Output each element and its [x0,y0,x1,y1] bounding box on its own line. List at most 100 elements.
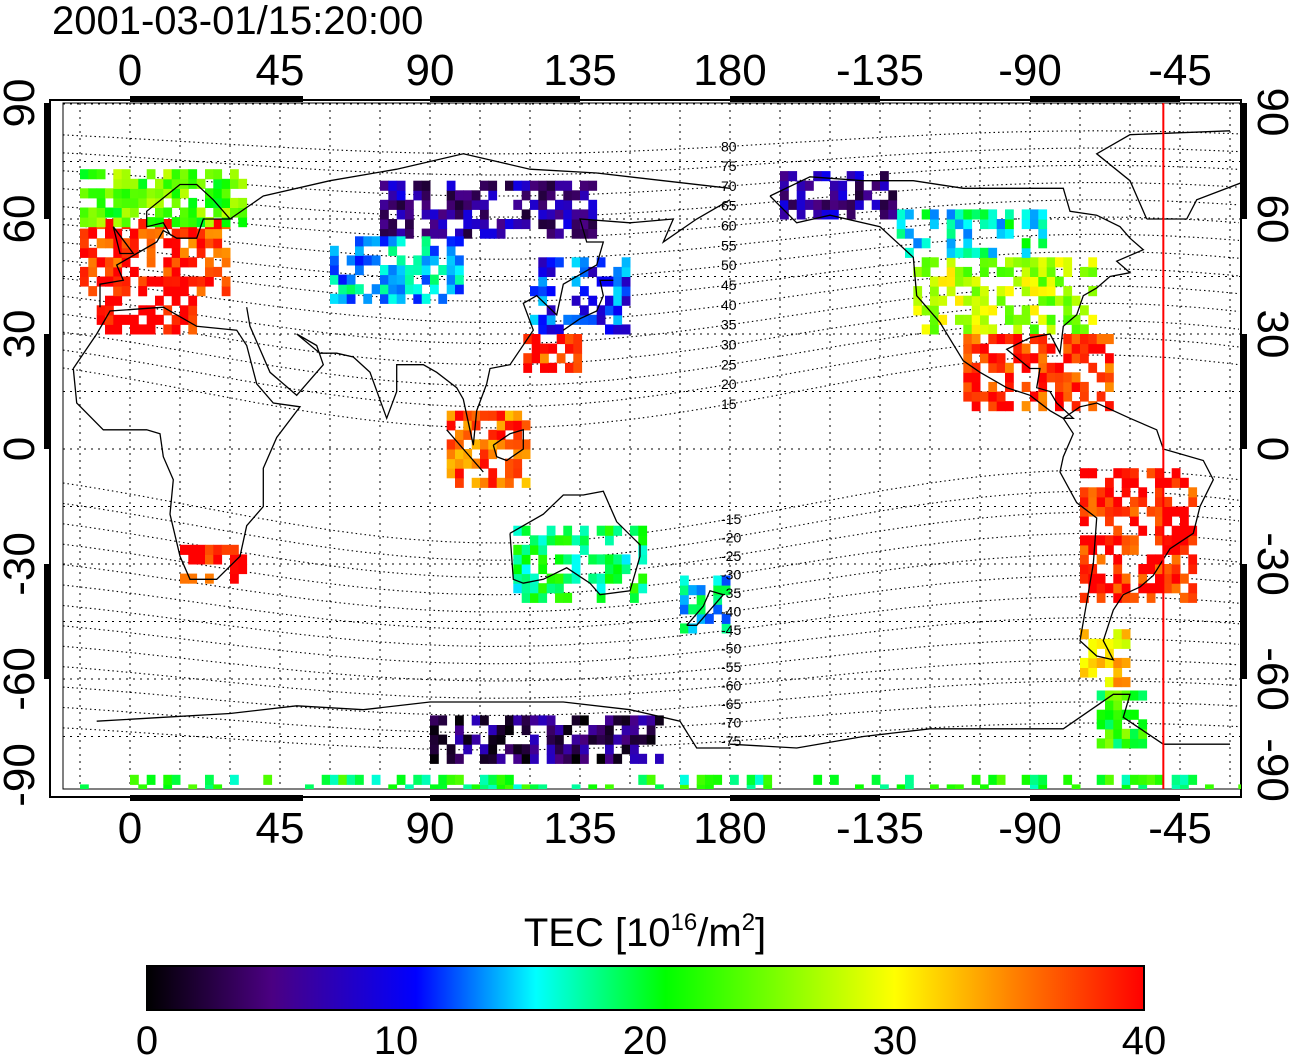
tec-cell [538,219,548,230]
mlat-contour [63,722,1240,751]
tec-cell [480,744,489,755]
tec-cell [538,592,548,603]
tec-cell [1138,487,1148,498]
tec-cell [180,169,189,180]
tec-cell [430,274,439,285]
tec-cell [988,305,998,316]
tec-cell [1071,314,1081,325]
tec-cell [1113,638,1123,649]
colorbar-title-sup2: 2 [742,909,755,936]
tec-cell [196,544,206,555]
tec-cell [696,594,706,605]
tec-cell [855,199,864,210]
tec-cell [530,753,539,764]
tec-cell [430,255,439,266]
tec-cell [421,293,431,304]
tec-cell [88,247,98,258]
mlat-contour [63,574,1240,630]
tec-cell [980,247,989,258]
tec-cell [588,199,598,210]
tec-cell [213,169,223,180]
tec-cell [213,544,223,555]
tec-cell [538,266,548,277]
tec-cell [430,744,439,755]
tec-cell [896,228,906,239]
tec-cell [1071,381,1081,392]
tec-cell [96,314,106,325]
tec-cell [1063,305,1073,316]
tec-cell [963,295,973,306]
tec-cell [830,190,839,201]
tec-cell [505,715,514,726]
tec-cell [1163,516,1173,527]
tec-cell [180,217,189,228]
tec-cell [538,190,548,201]
tec-cell [513,439,523,450]
tec-cell [1005,228,1014,239]
tec-cell [146,305,156,316]
tec-cell [988,209,998,220]
mlat-contour [63,233,1240,281]
tec-cell [446,284,456,295]
coastline-path [99,183,232,308]
tec-cell [971,286,981,297]
tec-cell [1096,506,1106,517]
tec-cell [88,286,98,297]
tec-cell [921,257,931,268]
frame-tick-bars [44,96,1247,801]
tec-cell [346,255,356,266]
tec-cell [963,381,973,392]
tec-cell [80,238,89,249]
tec-cell [396,228,406,239]
tec-cell [721,585,731,596]
tec-cell [405,284,414,295]
tec-cell [1113,535,1123,546]
tec-cell [146,324,156,335]
tec-cell [1180,573,1189,584]
tec-cell [1088,535,1098,546]
tec-cell [596,314,606,325]
tec-cell [1130,468,1139,479]
mlat-label: -35 [721,585,741,601]
tec-cell [1155,774,1164,785]
mlat-label: 45 [721,277,737,293]
tec-cell [880,199,889,210]
tec-cell [1088,667,1098,678]
tec-cell [221,217,231,228]
tec-cell [780,199,789,210]
tec-cell [780,180,789,191]
tec-cell [480,774,489,785]
tec-cell [588,228,598,239]
tec-cell [196,276,206,287]
tec-cell [571,715,581,726]
tec-cell [421,245,431,256]
tec-cell [205,217,214,228]
tec-cell [438,715,448,726]
tec-cell [488,725,498,736]
tec-cell [205,257,214,268]
mlat-label: 15 [721,396,737,412]
tec-cell [1055,391,1064,402]
tec-cell [871,199,881,210]
tec-cell [921,305,931,316]
tec-cell [130,238,139,249]
tec-cell [438,209,448,220]
tec-cell [855,190,864,201]
tec-cell [480,449,489,460]
tec-cell [171,169,181,180]
tec-cell [1105,362,1114,373]
tec-cell [121,276,131,287]
tec-cell [580,190,589,201]
tec-cell [1146,554,1156,565]
tec-cell [496,725,506,736]
tec-cell [688,604,698,615]
tec-cell [480,180,489,191]
tec-cell [1063,774,1073,785]
tec-cell [963,209,973,220]
tec-cell [1021,257,1031,268]
tec-cell [1113,468,1123,479]
tec-cell [1080,554,1089,565]
tec-cell [163,257,173,268]
tec-cell [205,554,214,565]
tec-cell [1096,738,1106,749]
